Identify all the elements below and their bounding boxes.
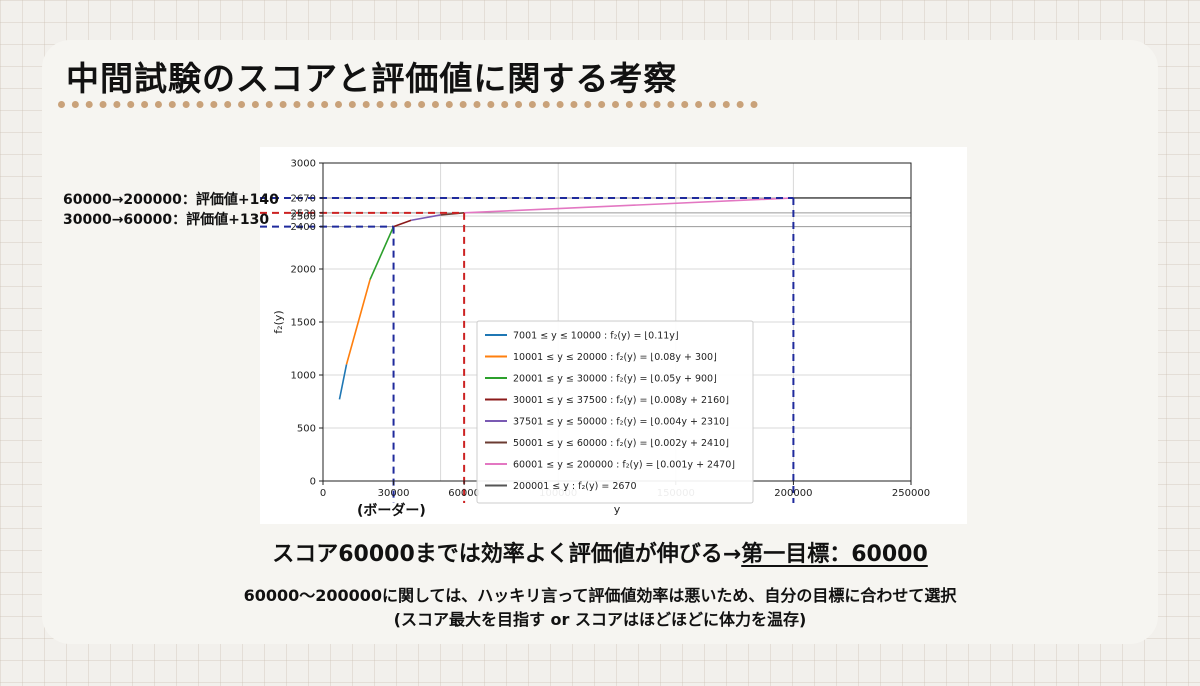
note-line-2: (スコア最大を目指す or スコアはほどほどに体力を温存) <box>393 610 807 629</box>
y-tick-label: 2500 <box>291 212 316 223</box>
series-line-3 <box>393 219 412 228</box>
x-tick-label: 0 <box>320 488 326 499</box>
page-title: 中間試験のスコアと評価値に関する考察 <box>66 59 678 98</box>
legend-entry-0: 7001 ≤ y ≤ 10000 : f₂(y) = ⌊0.11y⌋ <box>513 331 679 342</box>
y-tick-label: 2400 <box>291 222 316 233</box>
y-tick-label: 500 <box>297 424 316 435</box>
legend-box <box>476 320 754 504</box>
x-tick-label: 30000 <box>378 488 410 499</box>
side-note-30000-60000: 30000→60000：評価値+130 <box>63 212 270 228</box>
x-tick-label: 60000 <box>448 488 480 499</box>
series-line-0 <box>338 364 348 400</box>
series-line-4 <box>411 214 441 222</box>
y-tick-label: 2670 <box>291 193 316 204</box>
legend-entry-1: 10001 ≤ y ≤ 20000 : f₂(y) = ⌊0.08y + 300… <box>513 352 717 363</box>
note-line-1: 60000〜200000に関しては、ハッキリ言って評価値効率は悪いため、自分の目… <box>243 586 957 605</box>
side-notes: 60000→200000：評価値+140 30000→60000：評価値+130 <box>63 190 279 230</box>
x-tick-label: 250000 <box>892 488 930 499</box>
x-axis-label: y <box>614 503 621 516</box>
y-axis-label: f₂(y) <box>272 310 285 333</box>
series-line-5 <box>440 212 465 216</box>
series-line-2 <box>369 226 395 280</box>
side-note-60000-200000: 60000→200000：評価値+140 <box>63 192 279 208</box>
headline: スコア60000までは効率よく評価値が伸びる→第一目標：60000 <box>0 536 1200 568</box>
y-tick-label: 2530 <box>291 208 316 219</box>
y-tick-label: 1000 <box>291 371 316 382</box>
legend-entry-4: 37501 ≤ y ≤ 50000 : f₂(y) = ⌊0.004y + 23… <box>513 417 729 428</box>
title-underline <box>58 101 758 108</box>
headline-text: スコア60000までは効率よく評価値が伸びる→ <box>272 542 742 567</box>
legend-entry-5: 50001 ≤ y ≤ 60000 : f₂(y) = ⌊0.002y + 24… <box>513 438 729 449</box>
chart-panel: 0 500 1000 1500 2000 2400 2500 2530 2670 3000 0 300… <box>260 147 967 524</box>
legend-entry-2: 20001 ≤ y ≤ 30000 : f₂(y) = ⌊0.05y + 900… <box>513 374 717 385</box>
legend-entry-6: 60001 ≤ y ≤ 200000 : f₂(y) = ⌊0.001y + 2… <box>513 460 735 471</box>
series-line-6 <box>464 197 794 214</box>
y-tick-label: 1500 <box>291 318 316 329</box>
y-tick-label: 3000 <box>291 159 316 170</box>
x-tick-label: 200000 <box>774 488 812 499</box>
y-tick-label: 0 <box>310 477 316 488</box>
legend-entry-7: 200001 ≤ y : f₂(y) = 2670 <box>513 481 637 492</box>
border-label: (ボーダー) <box>357 503 426 519</box>
y-tick-label: 2000 <box>291 265 316 276</box>
legend-entry-3: 30001 ≤ y ≤ 37500 : f₂(y) = ⌊0.008y + 21… <box>513 395 729 406</box>
series-line-1 <box>345 279 371 365</box>
first-goal: 第一目標：60000 <box>741 542 928 567</box>
